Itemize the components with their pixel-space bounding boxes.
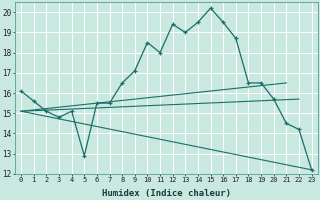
X-axis label: Humidex (Indice chaleur): Humidex (Indice chaleur) <box>102 189 231 198</box>
